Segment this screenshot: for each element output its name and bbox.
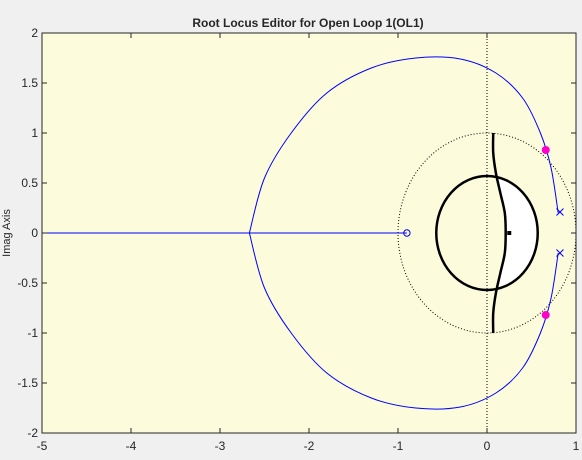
- closed-loop-pole-marker[interactable]: [541, 311, 550, 319]
- x-tick-label: 1: [573, 439, 580, 453]
- y-tick-label: 0: [31, 226, 38, 240]
- closed-loop-pole-marker[interactable]: [541, 146, 550, 154]
- small-square-marker: [507, 231, 512, 235]
- locus-branch-upper[interactable]: [248, 56, 559, 234]
- x-axis-ticks: -5 -4 -3 -2 -1 0 1: [37, 33, 580, 453]
- y-tick-label: -1.5: [17, 376, 38, 390]
- y-tick-label: 0.5: [21, 176, 38, 190]
- y-axis-ticks: -2 -1.5 -1 -0.5 0 0.5 1 1.5 2: [17, 26, 576, 440]
- open-loop-pole-marker[interactable]: [556, 249, 564, 257]
- design-region-boundary[interactable]: [435, 132, 539, 334]
- x-tick-label: -5: [37, 439, 48, 453]
- chart-title: Root Locus Editor for Open Loop 1(OL1): [192, 16, 423, 30]
- y-tick-label: -2: [27, 426, 38, 440]
- x-tick-label: -1: [393, 439, 404, 453]
- root-locus-branches[interactable]: [42, 56, 559, 410]
- y-tick-label: 1: [31, 126, 38, 140]
- y-tick-label: 2: [31, 26, 38, 40]
- y-tick-label: 1.5: [21, 76, 38, 90]
- open-loop-zero-marker[interactable]: [403, 229, 411, 237]
- damping-boundary-ellipse[interactable]: [435, 174, 539, 292]
- pole-cross-b: [556, 249, 564, 257]
- x-tick-label: -2: [304, 439, 315, 453]
- locus-branch-lower[interactable]: [248, 232, 559, 410]
- x-tick-label: -3: [215, 439, 226, 453]
- y-tick-label: -0.5: [17, 276, 38, 290]
- x-tick-label: 0: [484, 439, 491, 453]
- y-tick-label: -1: [27, 326, 38, 340]
- y-axis-label: Imag Axis: [1, 209, 13, 257]
- open-loop-pole-marker[interactable]: [556, 208, 564, 216]
- x-tick-label: -4: [126, 439, 137, 453]
- pole-cross-b: [556, 208, 564, 216]
- pole-zero-markers[interactable]: [403, 146, 564, 319]
- damping-boundary-curve[interactable]: [491, 132, 507, 334]
